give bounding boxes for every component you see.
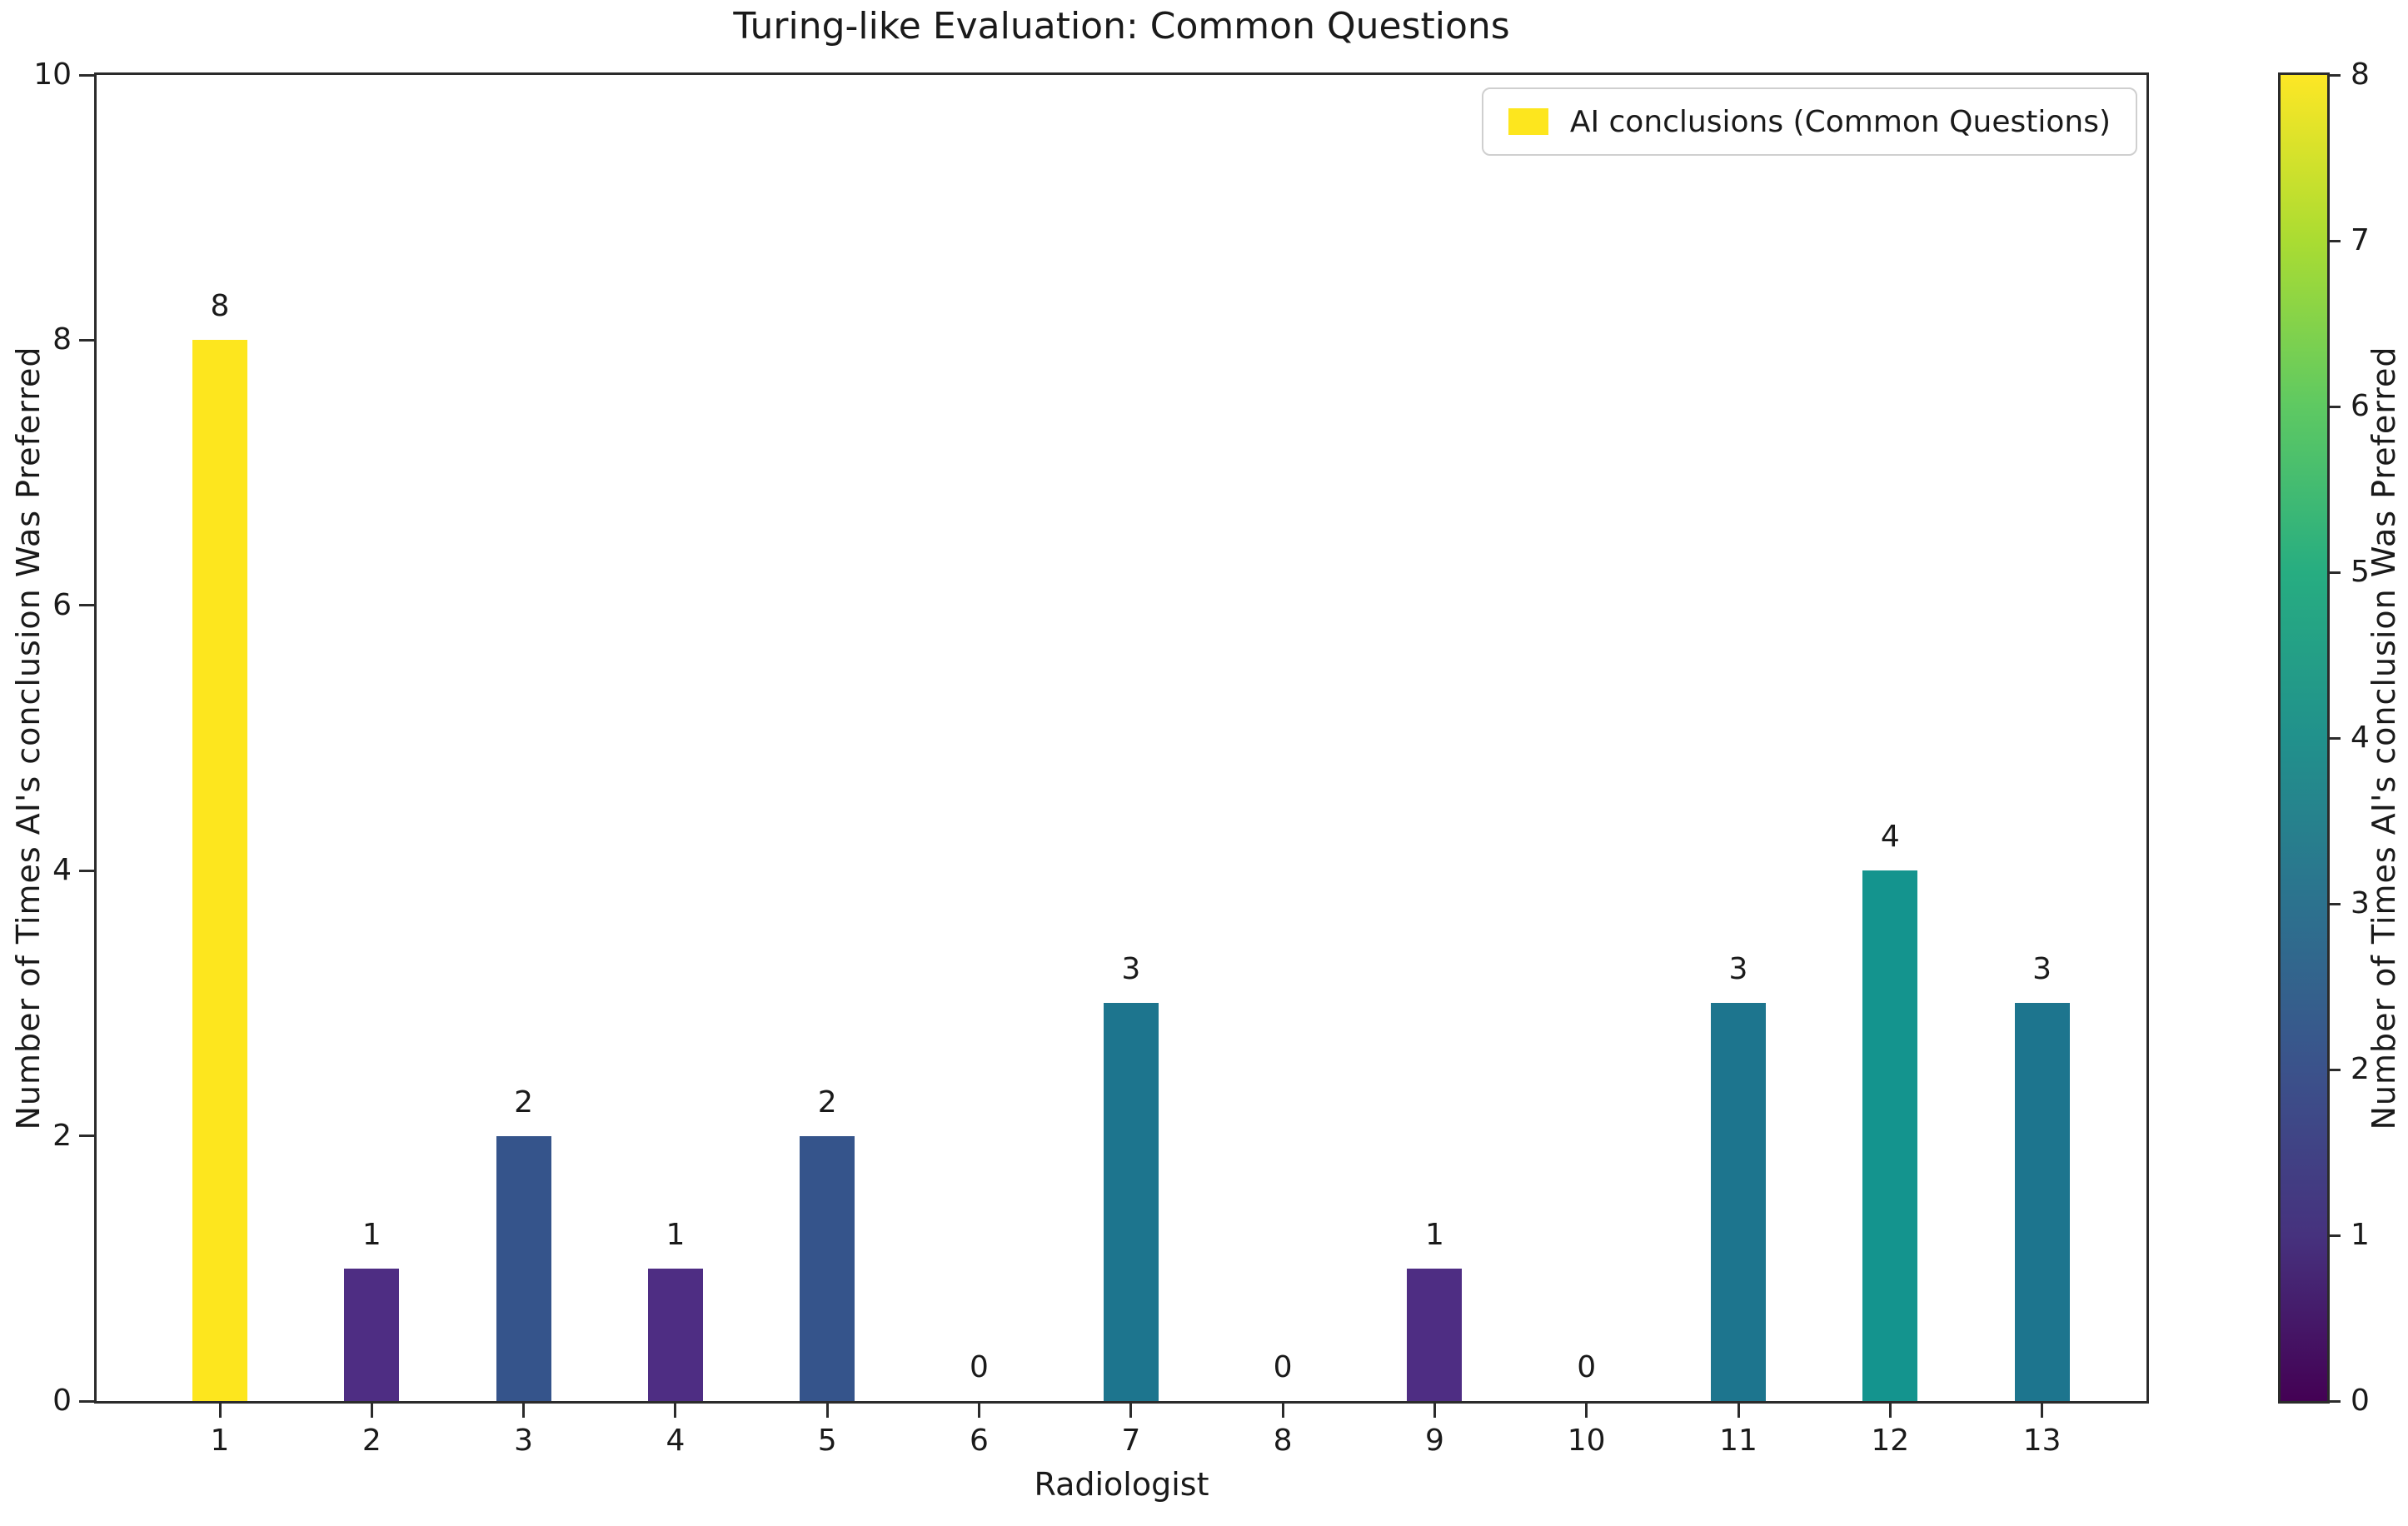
x-tick-label: 11: [1719, 1424, 1757, 1458]
colorbar-gradient: [2281, 75, 2327, 1401]
bar: [192, 340, 247, 1401]
colorbar-tick-label: 3: [2351, 886, 2370, 920]
colorbar-tick-label: 6: [2351, 389, 2370, 423]
bar: [344, 1268, 400, 1401]
x-tick-label: 8: [1273, 1424, 1293, 1458]
bar-value-label: 2: [514, 1085, 534, 1120]
colorbar-tick-label: 5: [2351, 555, 2370, 589]
x-tick-mark: [978, 1401, 980, 1418]
chart-title: Turing-like Evaluation: Common Questions: [733, 5, 1510, 47]
x-tick-mark: [1433, 1401, 1436, 1418]
bar-value-label: 1: [361, 1217, 381, 1252]
y-tick-mark: [79, 604, 94, 607]
colorbar-tick-mark: [2327, 239, 2341, 242]
colorbar-tick-mark: [2327, 1399, 2341, 1403]
plot-area: 8 1 1 2 2 3 1 4 2 5 0 6 3 7 0 8 1 9 0 10 3 11 4 12 3 13 0 2 4 6 8 10: [33, 58, 2149, 1458]
x-tick-mark: [2041, 1401, 2044, 1418]
y-tick-mark: [79, 869, 94, 872]
x-tick-mark: [218, 1401, 222, 1418]
bar: [1407, 1268, 1463, 1401]
colorbar-tick-mark: [2327, 1234, 2341, 1237]
x-tick-label: 9: [1424, 1424, 1444, 1458]
x-tick-mark: [1737, 1401, 1740, 1418]
x-tick-mark: [1585, 1401, 1588, 1418]
y-tick-mark: [79, 73, 94, 77]
bar-value-label: 3: [1728, 952, 1748, 987]
colorbar-tick-mark: [2327, 405, 2341, 408]
x-tick-label: 12: [1871, 1424, 1910, 1458]
bar-value-label: 4: [1880, 820, 1900, 855]
y-tick-mark: [79, 1135, 94, 1138]
x-tick-label: 13: [2022, 1424, 2062, 1458]
x-tick-mark: [1888, 1401, 1892, 1418]
bar-value-label: 1: [1424, 1217, 1444, 1252]
colorbar: 0 1 2 3 4 5 6 7 8: [2278, 58, 2370, 1418]
colorbar-tick-mark: [2327, 73, 2341, 77]
bar: [1711, 1003, 1766, 1401]
y-tick-label: 2: [52, 1118, 72, 1153]
y-tick-label: 10: [33, 57, 72, 92]
bar-value-label: 0: [1273, 1350, 1293, 1384]
bar-value-label: 0: [970, 1350, 989, 1384]
bar: [496, 1135, 551, 1401]
x-tick-label: 7: [1121, 1424, 1141, 1458]
bar: [800, 1135, 855, 1401]
legend-box: AI conclusions (Common Questions): [1481, 87, 2137, 156]
x-tick-label: 10: [1567, 1424, 1606, 1458]
x-tick-mark: [1281, 1401, 1284, 1418]
legend-swatch: [1508, 108, 1548, 135]
bar-value-label: 2: [817, 1085, 837, 1120]
bar-value-label: 1: [666, 1217, 686, 1252]
bar: [2014, 1003, 2070, 1401]
colorbar-tick-label: 2: [2351, 1052, 2370, 1086]
x-tick-mark: [370, 1401, 373, 1418]
y-tick-label: 8: [52, 322, 72, 357]
colorbar-tick-label: 4: [2351, 721, 2370, 755]
bar: [1103, 1003, 1159, 1401]
x-tick-label: 4: [666, 1424, 686, 1458]
bar-value-label: 0: [1577, 1350, 1597, 1384]
x-tick-label: 6: [970, 1424, 989, 1458]
x-tick-label: 2: [361, 1424, 381, 1458]
colorbar-tick-label: 7: [2351, 223, 2370, 257]
bar-value-label: 8: [210, 289, 230, 324]
bar-value-label: 3: [2032, 952, 2052, 987]
y-tick-label: 4: [52, 853, 72, 888]
y-tick-mark: [79, 338, 94, 342]
bar: [647, 1268, 703, 1401]
legend-label: AI conclusions (Common Questions): [1569, 104, 2111, 139]
x-tick-mark: [1129, 1401, 1133, 1418]
x-tick-label: 5: [817, 1424, 837, 1458]
colorbar-tick-mark: [2327, 571, 2341, 574]
bar: [1862, 870, 1918, 1401]
y-tick-label: 0: [52, 1384, 72, 1418]
x-tick-mark: [522, 1401, 526, 1418]
x-tick-label: 3: [514, 1424, 534, 1458]
colorbar-tick-mark: [2327, 902, 2341, 905]
y-tick-mark: [79, 1399, 94, 1403]
x-tick-mark: [674, 1401, 677, 1418]
colorbar-tick-label: 8: [2351, 57, 2370, 92]
colorbar-tick-label: 1: [2351, 1218, 2370, 1252]
bar-value-label: 3: [1121, 952, 1141, 987]
y-tick-label: 6: [52, 587, 72, 622]
colorbar-tick-mark: [2327, 1068, 2341, 1071]
x-axis-label: Radiologist: [1034, 1466, 1209, 1503]
colorbar-tick-label: 0: [2351, 1384, 2370, 1418]
x-tick-label: 1: [210, 1424, 230, 1458]
colorbar-tick-mark: [2327, 736, 2341, 740]
x-tick-mark: [825, 1401, 829, 1418]
